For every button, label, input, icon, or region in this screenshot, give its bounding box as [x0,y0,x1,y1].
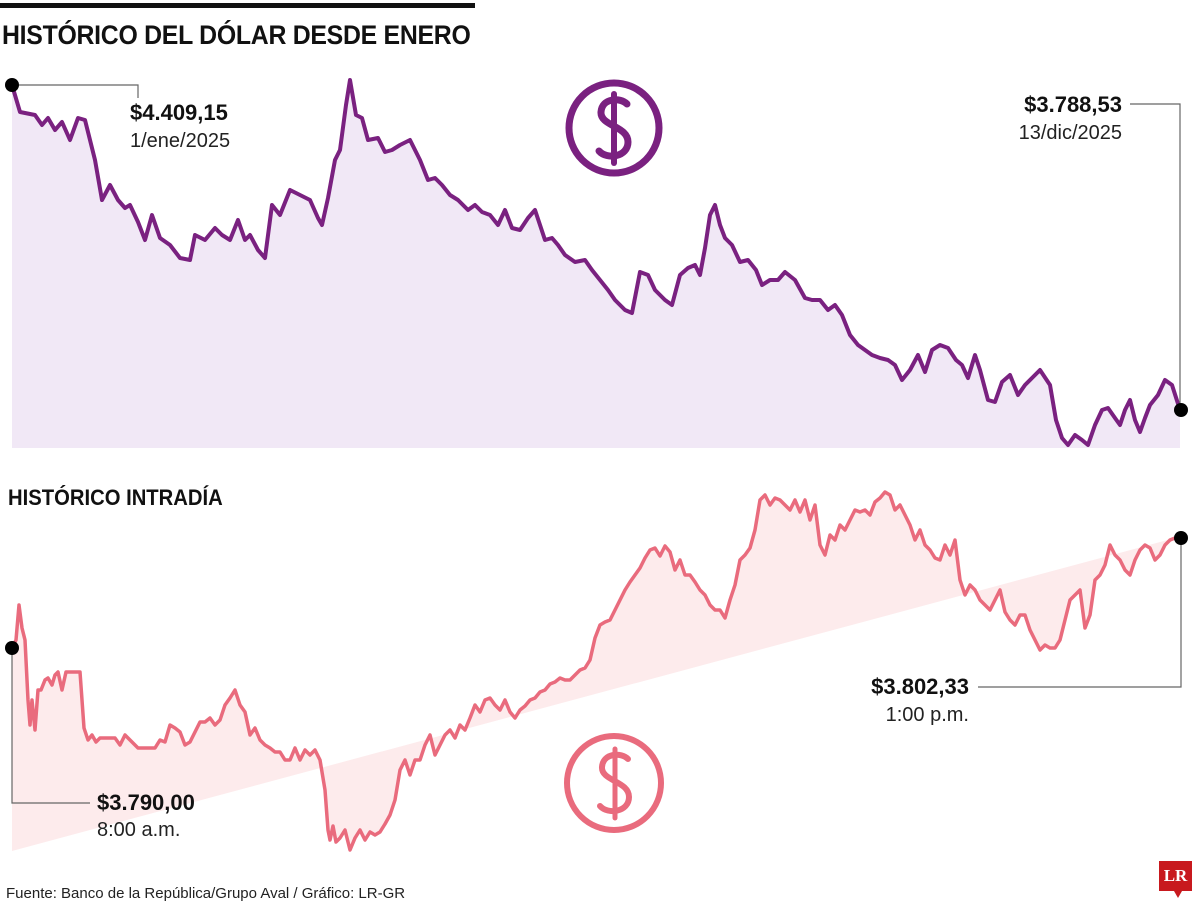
intraday-close-time: 1:00 p.m. [885,704,969,726]
intraday-close-value: $3.802,33 [871,674,969,699]
intraday-area-fill [12,492,1175,851]
year-end-dot [1174,403,1188,417]
year-end-value: $3.788,53 [1024,92,1122,117]
intraday-area-chart [5,490,1188,852]
intraday-open-dot [5,641,19,655]
chart-title: HISTÓRICO DEL DÓLAR DESDE ENERO [2,20,471,50]
intraday-close-dot [1174,531,1188,545]
year-start-value: $4.409,15 [130,100,228,125]
year-start-date: 1/ene/2025 [130,130,231,152]
intraday-open-leader [11,648,90,804]
lr-logo: LR [1159,861,1192,898]
source-note: Fuente: Banco de la República/Grupo Aval… [6,885,406,902]
dollar-circle-icon [565,79,663,177]
intraday-line [10,490,1176,852]
year-area-chart [5,78,1188,448]
title-rule [0,3,475,8]
year-area-fill [12,80,1180,448]
year-start-dot [5,78,19,92]
year-end-date: 13/dic/2025 [1018,122,1122,144]
year-line [10,78,1182,447]
year-end-leader [1130,103,1181,410]
intraday-open-value: $3.790,00 [97,790,195,815]
dollar-circle-icon [564,733,664,833]
intraday-close-leader [978,538,1182,688]
intraday-open-time: 8:00 a.m. [97,819,181,841]
year-start-leader [12,84,139,98]
intraday-title: HISTÓRICO INTRADÍA [8,485,223,510]
